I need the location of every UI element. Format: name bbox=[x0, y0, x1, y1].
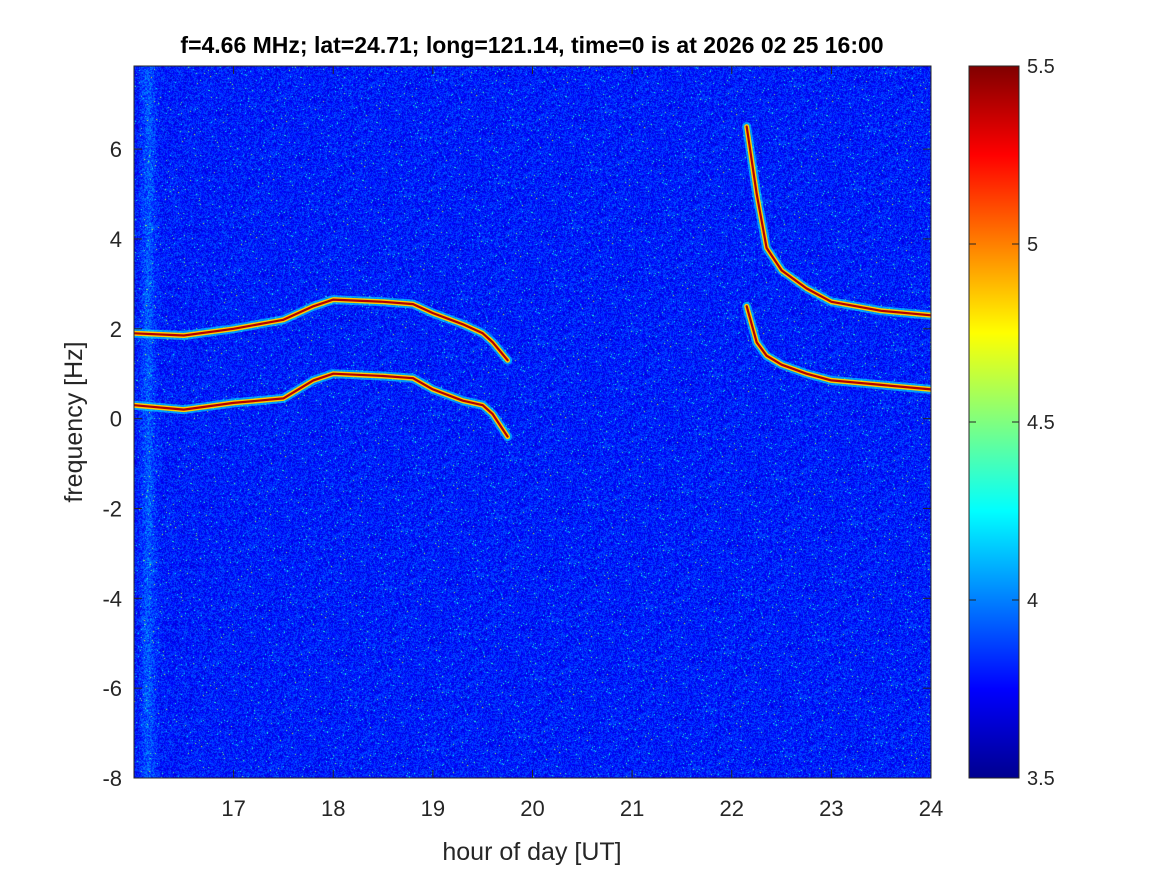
x-tick-label: 21 bbox=[620, 796, 644, 821]
y-tick-label: 2 bbox=[110, 317, 122, 342]
y-tick-label: -2 bbox=[102, 496, 122, 521]
colorbar-ticks: 3.5 4 4.5 5 5.5 bbox=[969, 56, 1055, 790]
y-tick-label: 6 bbox=[110, 137, 122, 162]
x-tick-label: 23 bbox=[819, 796, 843, 821]
x-tick-label: 19 bbox=[421, 796, 445, 821]
trace-core-3 bbox=[745, 305, 931, 391]
colorbar-tick-label: 4 bbox=[1027, 590, 1038, 612]
colorbar-gradient bbox=[969, 66, 1019, 778]
trace-core-0 bbox=[134, 298, 509, 362]
colorbar-tick-label: 5 bbox=[1027, 234, 1038, 256]
x-tick-label: 18 bbox=[321, 796, 345, 821]
y-tick-label: -4 bbox=[102, 586, 122, 611]
x-tick-label: 24 bbox=[919, 796, 943, 821]
y-tick-label: 4 bbox=[110, 227, 122, 252]
trace-core-1 bbox=[134, 372, 509, 438]
x-axis-ticks: 17 18 19 20 21 22 23 24 bbox=[221, 66, 943, 821]
y-tick-label: 0 bbox=[110, 407, 122, 432]
colorbar: 3.5 4 4.5 5 5.5 bbox=[968, 56, 1055, 790]
y-axis-ticks: -8 -6 -4 -2 0 2 4 6 bbox=[102, 137, 931, 791]
trace-core-2 bbox=[745, 125, 931, 317]
signal-traces bbox=[134, 122, 931, 442]
chart-title: f=4.66 MHz; lat=24.71; long=121.14, time… bbox=[180, 32, 883, 58]
x-axis-label: hour of day [UT] bbox=[442, 838, 621, 866]
colorbar-tick-label: 5.5 bbox=[1027, 56, 1055, 78]
plot-area bbox=[133, 65, 932, 779]
x-tick-label: 17 bbox=[221, 796, 245, 821]
y-axis-label: frequency [Hz] bbox=[60, 341, 88, 502]
y-tick-label: -6 bbox=[102, 676, 122, 701]
colorbar-tick-label: 3.5 bbox=[1027, 768, 1055, 790]
colorbar-tick-label: 4.5 bbox=[1027, 412, 1055, 434]
y-tick-label: -8 bbox=[102, 766, 122, 791]
x-tick-label: 22 bbox=[720, 796, 744, 821]
spectrogram-image bbox=[134, 66, 931, 778]
x-tick-label: 20 bbox=[520, 796, 544, 821]
